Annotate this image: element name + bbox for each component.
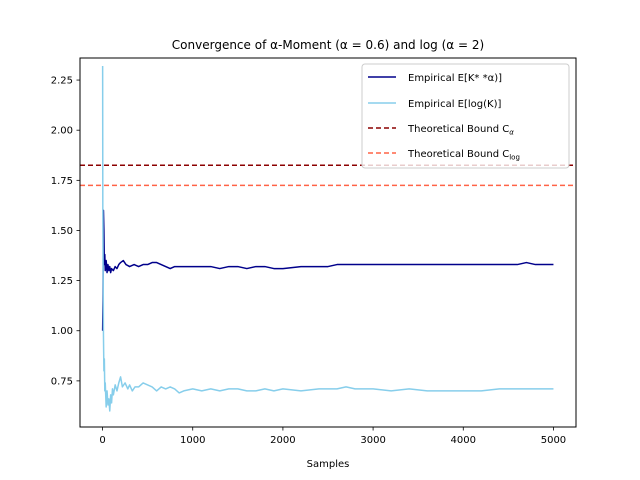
x-tick-label: 5000 xyxy=(541,435,566,446)
legend-label-bound-alpha: Theoretical Bound Cα xyxy=(407,124,514,137)
x-tick-label: 0 xyxy=(99,435,105,446)
legend-label-bound-alpha-sub: α xyxy=(509,129,514,137)
legend-label-bound-log: Theoretical Bound Clog xyxy=(407,149,520,162)
legend-label-empirical-log: Empirical E[log(K)] xyxy=(408,99,501,110)
y-axis-ticks: 0.75 1.00 1.25 1.50 1.75 2.00 2.25 xyxy=(51,76,80,387)
chart-title: Convergence of α-Moment (α = 0.6) and lo… xyxy=(172,38,484,52)
series-layer xyxy=(101,66,554,412)
reference-lines-layer xyxy=(80,164,576,187)
legend-label-bound-alpha-main: Theoretical Bound C xyxy=(407,124,509,135)
plot-area-frame xyxy=(79,57,577,428)
y-tick-label: 0.75 xyxy=(51,376,73,387)
legend-label-bound-log-main: Theoretical Bound C xyxy=(407,149,509,160)
x-tick-label: 4000 xyxy=(451,435,476,446)
series-line-1 xyxy=(101,66,554,412)
x-axis-ticks: 0 1000 2000 3000 4000 5000 xyxy=(99,427,566,446)
legend-box xyxy=(361,63,570,169)
y-tick-label: 1.25 xyxy=(51,276,73,287)
legend-label-bound-log-sub: log xyxy=(509,154,520,162)
y-tick-label: 1.75 xyxy=(51,176,73,187)
legend-label-empirical-alpha: Empirical E[K* *α)] xyxy=(408,73,502,84)
x-tick-label: 1000 xyxy=(180,435,205,446)
legend: Empirical E[K* *α)] Empirical E[log(K)] … xyxy=(361,63,570,169)
x-tick-label: 3000 xyxy=(360,435,385,446)
y-tick-label: 1.00 xyxy=(51,326,73,337)
y-tick-label: 2.00 xyxy=(51,126,73,137)
y-tick-label: 1.50 xyxy=(51,226,73,237)
y-tick-label: 2.25 xyxy=(51,76,73,87)
x-axis-label: Samples xyxy=(307,459,350,470)
series-line-0 xyxy=(101,209,554,331)
x-tick-label: 2000 xyxy=(270,435,295,446)
